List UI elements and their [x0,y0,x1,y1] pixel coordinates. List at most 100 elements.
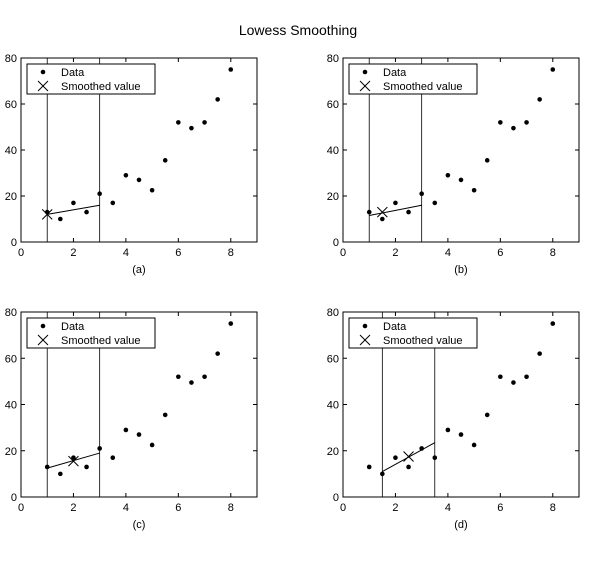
legend-box [348,63,478,95]
y-tick-label: 60 [5,99,17,111]
x-axis-label: (b) [454,264,467,276]
legend-label-data: Data [61,321,85,333]
y-tick-label: 0 [11,492,17,504]
legend-label-data: Data [61,67,85,79]
data-point [458,177,464,183]
data-point [511,125,516,131]
data-point [228,321,234,326]
smoothed-value-marker [403,451,414,462]
x-tick-label: 2 [70,502,76,514]
x-tick-label: 8 [228,247,234,259]
data-point [524,374,529,380]
smoothed-value-marker [41,209,53,220]
y-tick-label: 60 [5,353,17,365]
legend-dot-marker [40,69,46,75]
data-point [58,471,63,477]
x-tick-label: 0 [340,502,346,514]
data-point [380,471,385,477]
legend-x-marker [359,80,371,92]
legend-label-smoothed: Smoothed value [61,81,141,93]
legend-dot-marker [362,323,368,329]
x-tick-label: 0 [18,247,24,259]
data-point [537,351,542,356]
data-point [84,209,89,215]
data-point [162,412,168,418]
smoothed-value-marker [68,455,79,467]
data-point [123,173,129,178]
data-point [202,374,207,380]
legend-label-smoothed: Smoothed value [383,335,463,347]
legend-x-marker [359,334,371,346]
smoothed-value-marker [376,206,388,218]
data-point [215,97,220,102]
x-axis-label: (c) [133,519,146,531]
x-tick-label: 0 [340,247,346,259]
data-point [366,464,372,470]
data-point [84,464,89,470]
legend-x-marker [37,334,49,346]
data-point [484,158,490,163]
x-tick-label: 8 [550,502,556,514]
legend-dot-marker [362,69,368,75]
data-point [162,158,168,163]
data-point [458,432,464,437]
legend: Data Smoothed value [348,317,478,349]
y-tick-label: 20 [327,446,339,458]
data-point [71,200,76,206]
y-tick-label: 0 [333,492,339,504]
data-point [136,177,142,183]
y-tick-label: 40 [327,145,339,157]
x-axis-label: (a) [132,264,145,276]
data-point [406,464,411,470]
legend-label-data: Data [383,67,407,79]
data-point [149,187,155,193]
legend: Data Smoothed value [26,63,156,95]
data-point [189,380,194,385]
x-tick-label: 8 [228,502,234,514]
x-tick-label: 4 [445,502,451,514]
data-point [445,173,451,178]
x-axis-label: (d) [454,519,467,531]
data-point [189,125,194,131]
data-point [445,427,451,433]
x-tick-label: 2 [392,502,398,514]
data-point [432,200,438,206]
data-point [228,67,234,72]
legend-label-smoothed: Smoothed value [61,335,141,347]
data-point [149,442,155,448]
data-point [419,191,424,196]
data-point [471,442,477,448]
y-tick-label: 40 [5,400,17,412]
y-tick-label: 80 [5,53,17,65]
legend: Data Smoothed value [348,63,478,95]
legend-label-smoothed: Smoothed value [383,81,463,93]
x-tick-label: 6 [497,502,503,514]
data-point [498,120,503,125]
y-tick-label: 20 [5,191,17,203]
legend-box [26,63,156,95]
local-fit-line [47,204,100,215]
y-tick-label: 60 [327,353,339,365]
figure-title: Lowess Smoothing [238,22,358,38]
data-point [537,97,542,102]
y-tick-label: 80 [327,53,339,65]
x-tick-label: 2 [392,247,398,259]
data-point [215,351,220,356]
data-point [498,374,503,380]
data-point [380,216,385,222]
data-point [524,120,529,125]
y-tick-label: 20 [5,446,17,458]
data-point [393,200,398,206]
data-point [406,209,411,215]
data-point [97,191,102,196]
x-tick-label: 6 [175,502,181,514]
local-fit-line [369,204,422,217]
x-tick-label: 2 [70,247,76,259]
data-point [202,120,207,125]
data-point [136,432,142,437]
